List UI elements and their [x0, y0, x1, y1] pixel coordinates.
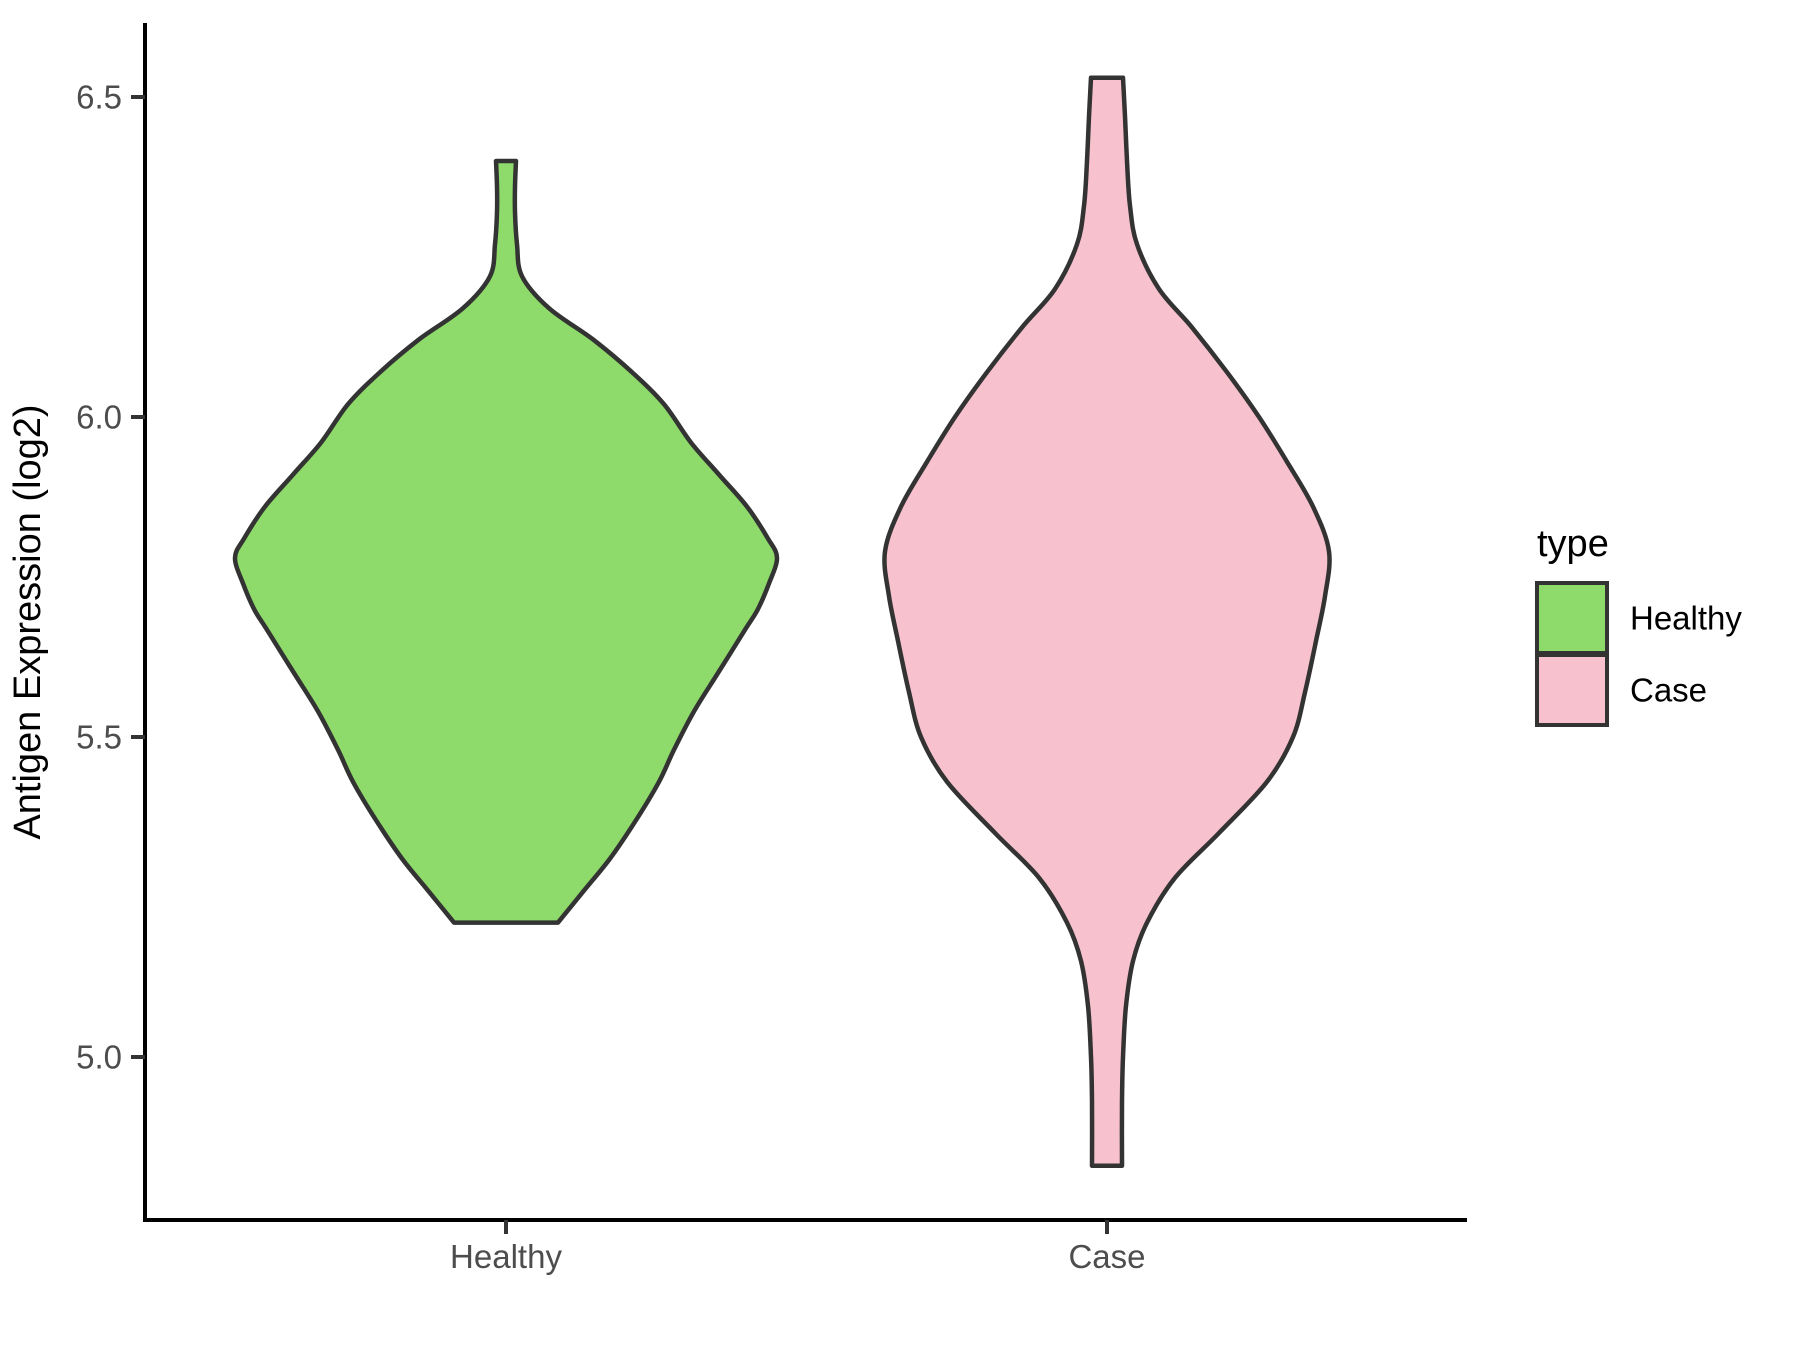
x-category-label: Case	[1068, 1238, 1145, 1275]
legend-label-healthy: Healthy	[1630, 600, 1742, 637]
legend-items: Healthy Case	[1535, 581, 1742, 727]
y-tick-label: 6.0	[76, 399, 122, 436]
legend: type Healthy Case	[1535, 523, 1742, 727]
legend-key-healthy	[1535, 581, 1609, 655]
legend-title: type	[1537, 523, 1609, 565]
x-axis-ticks: Healthy Case	[450, 1220, 1146, 1275]
y-tick-label: 5.5	[76, 719, 122, 756]
y-axis-title: Antigen Expression (log2)	[7, 404, 49, 839]
axes-layer: 6.5 6.0 5.5 5.0 Healthy Case Antigen Express…	[7, 23, 1467, 1275]
violin-case	[882, 75, 1332, 1169]
violin-healthy	[232, 158, 780, 925]
legend-key-case	[1535, 653, 1609, 727]
legend-label-case: Case	[1630, 672, 1707, 709]
y-tick-label: 6.5	[76, 79, 122, 116]
violins-layer	[232, 75, 1332, 1169]
y-axis-ticks: 6.5 6.0 5.5 5.0	[76, 79, 145, 1076]
x-category-label: Healthy	[450, 1238, 562, 1275]
y-tick-label: 5.0	[76, 1039, 122, 1076]
